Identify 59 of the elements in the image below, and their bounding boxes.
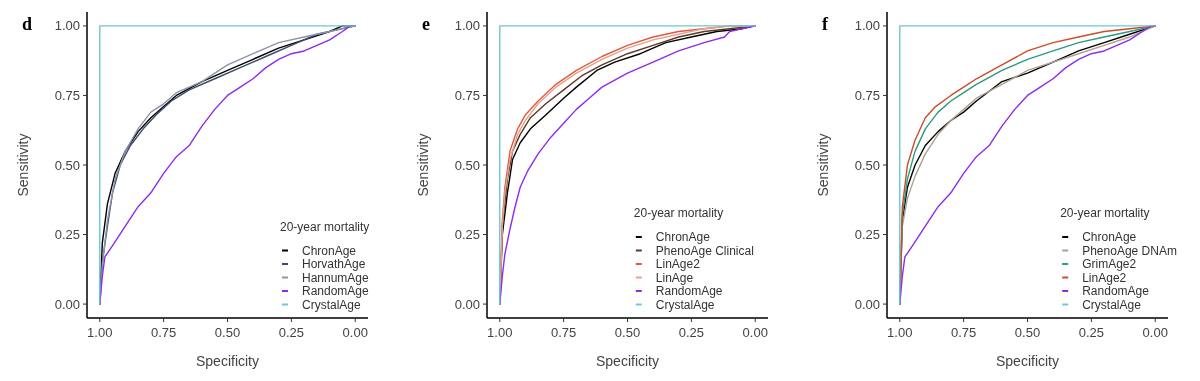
y-tick-label: 0.50 — [454, 157, 480, 173]
legend-label: PhenoAge Clinical — [655, 243, 754, 258]
x-tick-label: 1.00 — [887, 325, 913, 340]
y-tick-label: 0.75 — [854, 88, 880, 103]
y-tick-label: 0.25 — [854, 227, 880, 243]
legend-label: CrystalAge — [302, 297, 362, 312]
legend-label: ChronAge — [655, 230, 711, 245]
y-tick-label: 0.00 — [854, 296, 880, 312]
x-tick-label: 0.50 — [1014, 325, 1041, 340]
x-tick-label: 0.25 — [678, 325, 705, 340]
y-tick-label: 0.00 — [54, 296, 80, 312]
x-tick-label: 0.25 — [278, 325, 305, 340]
x-tick-label: 0.50 — [614, 325, 641, 340]
legend-title: 20-year mortality — [633, 206, 724, 220]
y-tick-label: 0.50 — [54, 157, 80, 173]
legend-title: 20-year mortality — [280, 219, 370, 234]
y-tick-label: 0.75 — [54, 88, 80, 103]
legend-label: CrystalAge — [655, 297, 715, 312]
legend-label: GrimAge2 — [1082, 257, 1137, 272]
legend-label: LinAge2 — [1082, 270, 1127, 285]
y-axis-title: Sensitivity — [415, 133, 431, 197]
x-axis-title: Specificity — [595, 353, 660, 369]
x-tick-label: 1.00 — [487, 325, 513, 340]
x-tick-label: 0.75 — [150, 325, 177, 340]
y-tick-label: 1.00 — [454, 18, 480, 34]
legend-label: LinAge — [655, 270, 694, 285]
y-tick-label: 0.25 — [54, 227, 80, 243]
chart-title: d — [22, 14, 33, 34]
legend-label: CrystalAge — [1082, 297, 1142, 312]
y-tick-label: 1.00 — [54, 18, 80, 34]
legend-label: ChronAge — [302, 243, 357, 258]
legend-label: PhenoAge DNAm — [1082, 243, 1177, 258]
chart-title: e — [422, 14, 430, 34]
legend-title: 20-year mortality — [1060, 206, 1150, 220]
y-tick-label: 0.00 — [454, 296, 480, 312]
x-tick-label: 0.00 — [1142, 325, 1168, 340]
y-tick-label: 1.00 — [854, 18, 880, 34]
legend-label: LinAge2 — [655, 257, 701, 272]
legend-label: RandomAge — [1082, 284, 1150, 299]
x-tick-label: 0.25 — [1078, 325, 1105, 340]
y-tick-label: 0.25 — [454, 227, 480, 243]
legend-label: RandomAge — [655, 284, 723, 299]
y-tick-label: 0.50 — [854, 157, 880, 173]
y-axis-title: Sensitivity — [15, 133, 31, 197]
y-axis-title: Sensitivity — [815, 133, 831, 197]
legend-label: HannumAge — [302, 270, 370, 285]
chart-title: f — [822, 14, 829, 34]
legend-label: RandomAge — [302, 284, 370, 299]
x-tick-label: 0.75 — [950, 325, 977, 340]
y-tick-label: 0.75 — [454, 88, 480, 103]
x-tick-label: 0.00 — [742, 325, 768, 340]
x-tick-label: 0.75 — [550, 325, 577, 340]
x-tick-label: 1.00 — [87, 325, 113, 340]
x-tick-label: 0.50 — [214, 325, 241, 340]
x-tick-label: 0.00 — [342, 325, 368, 340]
legend-label: HorvathAge — [302, 257, 366, 272]
x-axis-title: Specificity — [995, 353, 1060, 369]
x-axis-title: Specificity — [195, 353, 260, 369]
legend-label: ChronAge — [1082, 230, 1137, 245]
